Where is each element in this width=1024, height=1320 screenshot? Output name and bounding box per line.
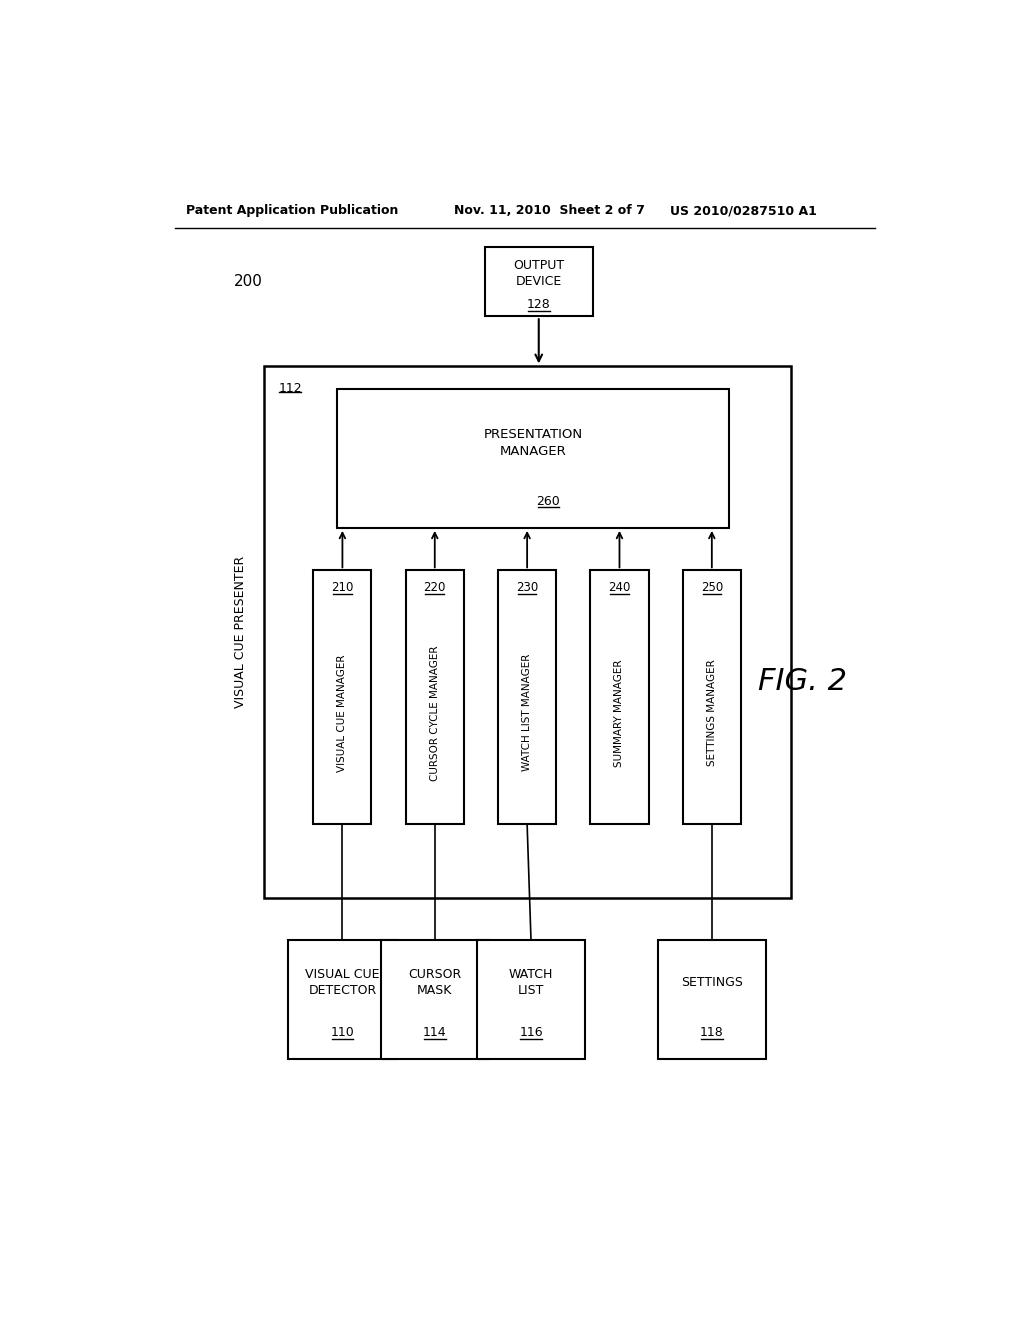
Text: CURSOR CYCLE MANAGER: CURSOR CYCLE MANAGER <box>430 645 439 780</box>
Bar <box>263 367 791 898</box>
Bar <box>683 570 741 825</box>
Bar <box>498 570 556 825</box>
Text: 118: 118 <box>700 1026 724 1039</box>
Bar <box>337 389 729 528</box>
Text: 220: 220 <box>424 581 446 594</box>
Bar <box>484 247 593 317</box>
Text: SETTINGS MANAGER: SETTINGS MANAGER <box>707 660 717 766</box>
Text: VISUAL CUE PRESENTER: VISUAL CUE PRESENTER <box>233 556 247 708</box>
Text: FIG. 2: FIG. 2 <box>758 668 847 697</box>
Text: CURSOR
MASK: CURSOR MASK <box>409 968 462 997</box>
Text: 200: 200 <box>233 275 262 289</box>
Text: VISUAL CUE MANAGER: VISUAL CUE MANAGER <box>338 653 347 772</box>
Bar <box>591 570 648 825</box>
Text: WATCH
LIST: WATCH LIST <box>509 968 553 997</box>
Bar <box>406 570 464 825</box>
Text: 230: 230 <box>516 581 539 594</box>
Bar <box>288 940 396 1059</box>
Text: 250: 250 <box>700 581 723 594</box>
Text: VISUAL CUE
DETECTOR: VISUAL CUE DETECTOR <box>305 968 380 997</box>
Text: SETTINGS: SETTINGS <box>681 975 742 989</box>
Text: SUMMARY MANAGER: SUMMARY MANAGER <box>614 659 625 767</box>
Text: 116: 116 <box>519 1026 543 1039</box>
Text: 114: 114 <box>423 1026 446 1039</box>
Bar <box>657 940 766 1059</box>
Bar <box>381 940 489 1059</box>
Text: Nov. 11, 2010  Sheet 2 of 7: Nov. 11, 2010 Sheet 2 of 7 <box>454 205 644 218</box>
Text: 240: 240 <box>608 581 631 594</box>
Text: 210: 210 <box>331 581 353 594</box>
Text: 110: 110 <box>331 1026 354 1039</box>
Text: 260: 260 <box>537 495 560 508</box>
Text: WATCH LIST MANAGER: WATCH LIST MANAGER <box>522 655 532 771</box>
Text: OUTPUT
DEVICE: OUTPUT DEVICE <box>513 260 564 288</box>
Text: Patent Application Publication: Patent Application Publication <box>186 205 398 218</box>
Text: US 2010/0287510 A1: US 2010/0287510 A1 <box>671 205 817 218</box>
Bar <box>477 940 586 1059</box>
Text: PRESENTATION
MANAGER: PRESENTATION MANAGER <box>483 428 583 458</box>
Text: 112: 112 <box>280 381 303 395</box>
Bar <box>313 570 372 825</box>
Text: 128: 128 <box>527 298 551 312</box>
